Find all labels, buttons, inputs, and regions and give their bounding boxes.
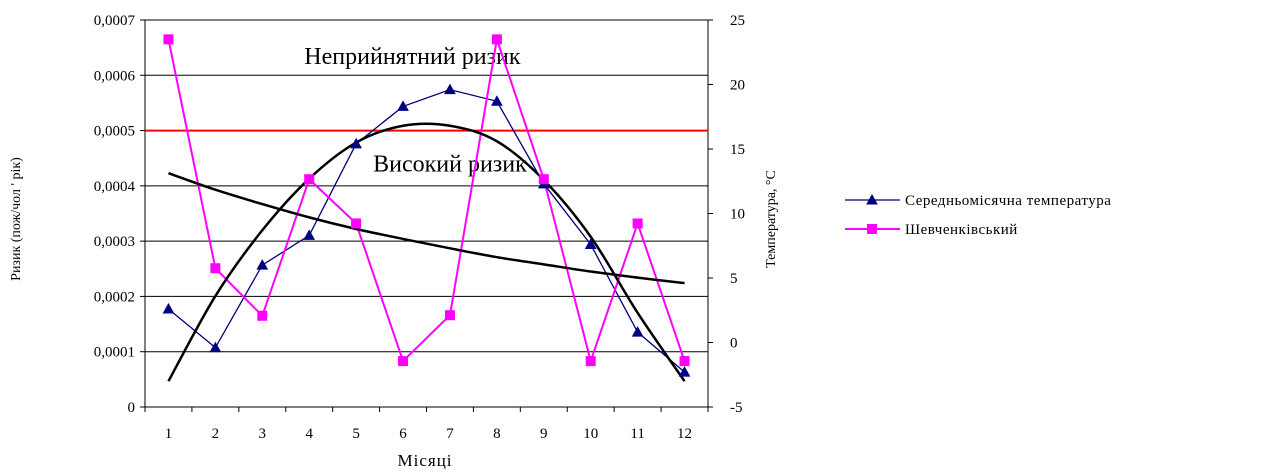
series-line bbox=[168, 88, 685, 373]
y-right-tick-label: 20 bbox=[730, 78, 745, 94]
x-tick-label: 2 bbox=[212, 426, 220, 442]
data-point bbox=[209, 341, 222, 353]
data-point bbox=[162, 302, 175, 314]
annotation-label: Неприйнятний ризик bbox=[304, 44, 521, 70]
y-axis-left-title: Ризик (пож/чол ' рік) bbox=[9, 157, 24, 281]
y-left-tick-label: 0,0006 bbox=[94, 68, 136, 84]
data-point bbox=[397, 100, 409, 111]
data-point bbox=[163, 34, 174, 45]
data-point bbox=[538, 174, 549, 185]
x-tick-label: 3 bbox=[259, 426, 267, 442]
data-point bbox=[631, 326, 644, 337]
series bbox=[167, 39, 686, 373]
trendlines bbox=[167, 122, 686, 382]
data-point bbox=[256, 259, 269, 270]
axis-labels: Місяці Ризик (пож/чол ' рік) Температура… bbox=[9, 157, 779, 470]
y-left-tick-label: 0,0003 bbox=[94, 234, 135, 250]
x-tick-label: 8 bbox=[493, 426, 501, 442]
x-tick-label: 4 bbox=[305, 426, 313, 442]
x-tick-label: 1 bbox=[165, 426, 173, 442]
markers bbox=[162, 34, 691, 377]
data-point bbox=[304, 174, 315, 185]
trendline-power bbox=[168, 171, 685, 285]
x-tick-label: 11 bbox=[630, 426, 644, 442]
trendline-polynomial bbox=[167, 122, 686, 382]
y-right-tick-label: 10 bbox=[730, 207, 745, 223]
data-point bbox=[491, 95, 503, 106]
annotation-label: Високий ризик bbox=[373, 152, 527, 178]
data-point bbox=[303, 229, 316, 240]
x-tick-label: 5 bbox=[352, 426, 360, 442]
axes: 0 0,0001 0,0002 0,0003 0,0004 0,0005 0,0006 0,0… bbox=[94, 13, 745, 442]
y-left-tick-label: 0,0007 bbox=[94, 13, 136, 29]
y-left-tick-label: 0,0001 bbox=[94, 345, 135, 361]
data-point bbox=[584, 238, 597, 249]
x-tick-label: 7 bbox=[446, 426, 454, 442]
y-right-tick-label: -5 bbox=[730, 400, 743, 416]
data-point bbox=[444, 310, 455, 321]
annotations: Неприйнятний ризик Високий ризик bbox=[304, 44, 527, 178]
data-point bbox=[679, 356, 690, 367]
y-left-tick-label: 0,0005 bbox=[94, 124, 135, 140]
data-point bbox=[678, 366, 691, 377]
x-tick-label: 6 bbox=[399, 426, 407, 442]
data-point bbox=[398, 356, 409, 367]
y-right-tick-label: 5 bbox=[730, 271, 738, 287]
y-right-tick-label: 25 bbox=[730, 13, 745, 29]
data-point bbox=[491, 34, 502, 45]
legend-marker bbox=[867, 224, 877, 234]
legend: Середньомісячна температура Шевченківськи… bbox=[845, 193, 1111, 238]
legend-marker bbox=[866, 193, 878, 205]
y-left-tick-label: 0,0002 bbox=[94, 289, 135, 305]
data-point bbox=[257, 310, 268, 321]
x-axis-title: Місяці bbox=[397, 451, 452, 470]
x-tick-label: 12 bbox=[677, 426, 692, 442]
legend-label: Середньомісячна температура bbox=[905, 193, 1111, 209]
data-point bbox=[585, 356, 596, 367]
x-tick-label: 10 bbox=[583, 426, 598, 442]
y-right-tick-label: 15 bbox=[730, 142, 745, 158]
series-line bbox=[167, 39, 686, 365]
y-left-tick-label: 0,0004 bbox=[94, 179, 136, 195]
legend-label: Шевченківський bbox=[905, 222, 1018, 238]
y-left-tick-label: 0 bbox=[128, 400, 136, 416]
data-point bbox=[632, 218, 643, 229]
data-point bbox=[210, 263, 221, 274]
data-point bbox=[351, 218, 362, 229]
x-tick-label: 9 bbox=[540, 426, 548, 442]
data-point bbox=[350, 137, 362, 149]
data-point bbox=[444, 83, 456, 95]
y-axis-right-title: Температура, °С bbox=[764, 170, 779, 268]
y-right-tick-label: 0 bbox=[730, 336, 738, 352]
